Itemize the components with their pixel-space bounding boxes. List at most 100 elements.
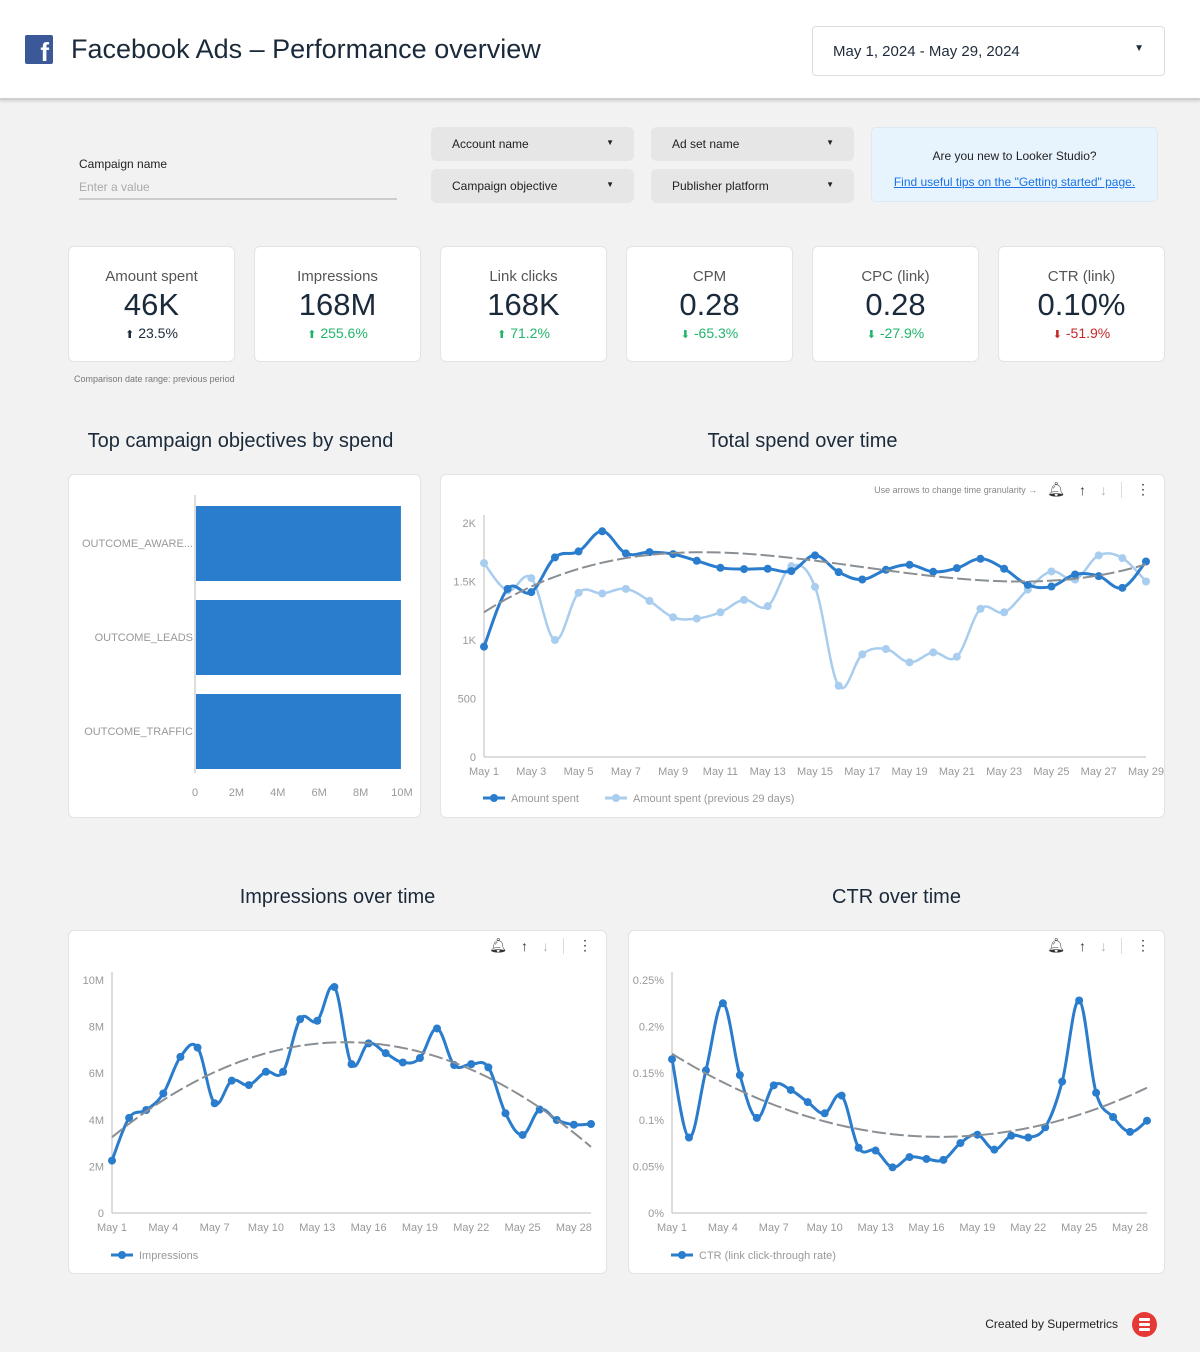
data-point (598, 589, 607, 598)
y-tick-label: 4M (89, 1115, 104, 1127)
arrow-down-icon[interactable]: ↓ (1100, 937, 1107, 954)
kpi-card-cpm: CPM 0.28 ⬇ -65.3% (626, 246, 793, 362)
data-point (484, 1063, 493, 1072)
alert-bell-icon[interactable]: 🔔︎ (1047, 937, 1065, 953)
data-point (871, 1146, 880, 1155)
data-point (480, 642, 488, 651)
kpi-value: 168K (487, 287, 560, 322)
data-point (210, 1099, 219, 1108)
data-point (1094, 551, 1103, 560)
x-tick-label: May 13 (858, 1222, 894, 1234)
supermetrics-logo-icon[interactable] (1132, 1312, 1157, 1337)
account-name-dropdown[interactable]: Account name ▼ (431, 127, 634, 161)
data-point (1142, 557, 1150, 566)
objectives-bar-chart: OUTCOME_AWARE... OUTCOME_LEADS OUTCOME_TRA… (82, 495, 413, 799)
chevron-down-icon: ▼ (1134, 43, 1144, 54)
arrow-up-icon[interactable]: ↑ (1079, 937, 1086, 954)
x-tick-label: May 16 (351, 1222, 387, 1234)
caret-down-icon: ▼ (826, 180, 834, 189)
dropdown-label: Campaign objective (452, 179, 558, 193)
data-point (1000, 564, 1009, 573)
more-vert-icon[interactable]: ⋮ (1136, 937, 1150, 953)
data-point (1000, 608, 1009, 617)
arrow-down-icon[interactable]: ↓ (1100, 481, 1107, 498)
arrow-down-icon: ⬇ (1052, 329, 1062, 341)
arrow-up-icon[interactable]: ↑ (1079, 481, 1086, 498)
data-point (952, 564, 961, 573)
date-range-picker[interactable]: May 1, 2024 - May 29, 2024 ▼ (812, 26, 1165, 76)
alert-bell-icon[interactable]: 🔔︎ (1047, 481, 1065, 497)
more-vert-icon[interactable]: ⋮ (1136, 481, 1150, 497)
arrow-down-icon[interactable]: ↓ (542, 937, 549, 954)
comparison-note: Comparison date range: previous period (74, 374, 235, 384)
arrow-up-icon: ⬆ (307, 329, 317, 341)
kpi-delta-value: 23.5% (138, 325, 178, 341)
y-tick-label: 0.25% (633, 975, 664, 987)
trend-line (111, 1041, 592, 1148)
arrow-up-icon[interactable]: ↑ (521, 937, 528, 954)
campaign-objective-dropdown[interactable]: Campaign objective ▼ (431, 169, 634, 203)
alert-bell-icon[interactable]: 🔔︎ (489, 937, 507, 953)
ad-set-name-dropdown[interactable]: Ad set name ▼ (651, 127, 854, 161)
y-tick-label: 500 (458, 694, 476, 706)
kpi-delta-value: -51.9% (1065, 325, 1111, 341)
kpi-card-cpc-link: CPC (link) 0.28 ⬇ -27.9% (812, 246, 979, 362)
data-point (735, 1071, 744, 1080)
data-point (803, 1098, 812, 1107)
caret-down-icon: ▼ (826, 138, 834, 147)
data-point (1047, 582, 1056, 591)
data-point (1058, 1077, 1067, 1086)
data-point (621, 584, 630, 593)
x-tick-label: May 4 (148, 1222, 178, 1234)
data-point (929, 648, 938, 657)
x-tick-label: May 10 (807, 1222, 843, 1234)
data-point (837, 1091, 846, 1100)
campaign-name-input[interactable]: Enter a value (79, 178, 397, 200)
x-tick-label: May 9 (658, 766, 688, 778)
data-point (1007, 1131, 1016, 1140)
kpi-value: 0.28 (679, 287, 740, 322)
category-label: OUTCOME_LEADS (95, 632, 193, 644)
category-label: OUTCOME_TRAFFIC (84, 726, 193, 738)
trend-line (483, 551, 1147, 614)
y-tick-label: 0.1% (639, 1115, 664, 1127)
kpi-value: 168M (298, 287, 377, 322)
y-tick-label: 0.05% (633, 1161, 664, 1173)
data-point (527, 574, 536, 583)
header-bar: f Facebook Ads – Performance overview Ma… (0, 0, 1200, 100)
y-tick-label: 1.5K (453, 577, 476, 589)
y-tick-label: 0.15% (633, 1068, 664, 1080)
kpi-delta: ⬆ 255.6% (255, 325, 420, 341)
data-point (125, 1113, 134, 1122)
kpi-label: Link clicks (489, 268, 558, 285)
data-point (811, 582, 819, 591)
kpi-delta-value: 255.6% (320, 325, 368, 341)
data-point (929, 567, 938, 576)
x-tick-label: 10M (391, 787, 412, 799)
x-tick-label: May 10 (248, 1222, 284, 1234)
y-tick-label: 10M (83, 975, 104, 987)
legend-label: CTR (link click-through rate) (699, 1250, 836, 1262)
x-tick-label: May 22 (453, 1222, 489, 1234)
divider (1121, 481, 1122, 498)
publisher-platform-dropdown[interactable]: Publisher platform ▼ (651, 169, 854, 203)
x-tick-label: May 28 (1112, 1222, 1148, 1234)
kpi-delta-value: 71.2% (510, 325, 550, 341)
y-tick-label: 0% (648, 1208, 664, 1220)
data-point (467, 1060, 476, 1069)
kpi-delta: ⬆ 71.2% (441, 325, 606, 341)
caret-down-icon: ▼ (606, 138, 614, 147)
data-point (574, 588, 583, 597)
data-point (858, 575, 867, 584)
more-vert-icon[interactable]: ⋮ (578, 937, 592, 953)
data-point (684, 1133, 693, 1142)
x-tick-label: May 29 (1128, 766, 1164, 778)
bar (196, 600, 401, 675)
data-point (669, 550, 678, 559)
data-point (598, 527, 607, 536)
data-point (1092, 1088, 1101, 1097)
x-tick-label: May 16 (908, 1222, 944, 1234)
bar (196, 506, 401, 581)
getting-started-link[interactable]: Find useful tips on the "Getting started… (893, 175, 1136, 189)
data-point (501, 1109, 510, 1118)
